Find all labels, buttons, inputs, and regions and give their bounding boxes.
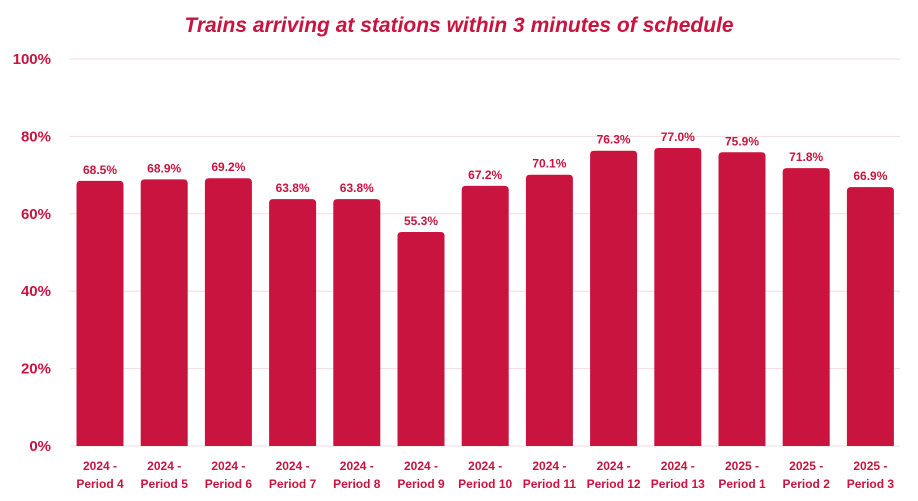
bar [269,199,317,446]
y-tick-label: 20% [21,361,51,378]
data-label: 66.9% [853,169,887,183]
bars [76,148,894,447]
x-tick-label: 2025 -Period 3 [847,459,895,491]
data-labels: 68.5% 68.9% 69.2% 63.8% 63.8% 55.3% 67.2% 70.1%… [83,130,888,228]
data-label: 63.8% [276,181,310,195]
x-tick-label: 2024 -Period 6 [205,459,253,491]
x-tick-label: 2024 -Period 10 [458,459,512,491]
x-tick-label: 2024 -Period 11 [523,459,577,491]
y-tick-label: 40% [21,283,51,300]
x-tick-label: 2024 -Period 13 [651,459,705,491]
bar [525,174,573,446]
data-label: 63.8% [340,181,374,195]
x-tick-label: 2024 -Period 7 [269,459,317,491]
bar [461,185,509,446]
y-tick-label: 0% [29,438,51,455]
bar [333,199,381,446]
data-label: 68.9% [147,161,181,175]
data-label: 70.1% [532,157,566,171]
data-label: 75.9% [725,134,759,148]
data-label: 71.8% [789,150,823,164]
x-tick-label: 2024 -Period 12 [587,459,641,491]
bar [846,187,894,447]
bar [76,180,124,446]
bar [718,152,766,446]
bar [590,150,638,446]
bar [782,168,830,446]
chart-title: Trains arriving at stations within 3 min… [184,14,734,37]
y-tick-label: 60% [21,206,51,223]
x-tick-label: 2024 -Period 9 [397,459,445,491]
bar [397,231,445,446]
y-axis: 0% 20% 40% 60% 80% 100% [13,51,51,455]
data-label: 77.0% [661,130,695,144]
x-tick-label: 2025 -Period 1 [718,459,766,491]
x-tick-label: 2025 -Period 2 [783,459,831,491]
data-label: 76.3% [597,133,631,147]
bar [204,178,252,447]
y-tick-label: 80% [21,128,51,145]
x-tick-label: 2024 -Period 8 [333,459,381,491]
x-tick-label: 2024 -Period 5 [141,459,189,491]
data-label: 68.5% [83,163,117,177]
bar [140,179,188,446]
y-tick-label: 100% [13,51,51,68]
bar [654,148,702,446]
x-axis: 2024 -Period 4 2024 -Period 5 2024 -Period… [76,459,894,491]
data-label: 69.2% [211,160,245,174]
x-tick-label: 2024 -Period 4 [76,459,124,491]
data-label: 67.2% [468,168,502,182]
data-label: 55.3% [404,214,438,228]
